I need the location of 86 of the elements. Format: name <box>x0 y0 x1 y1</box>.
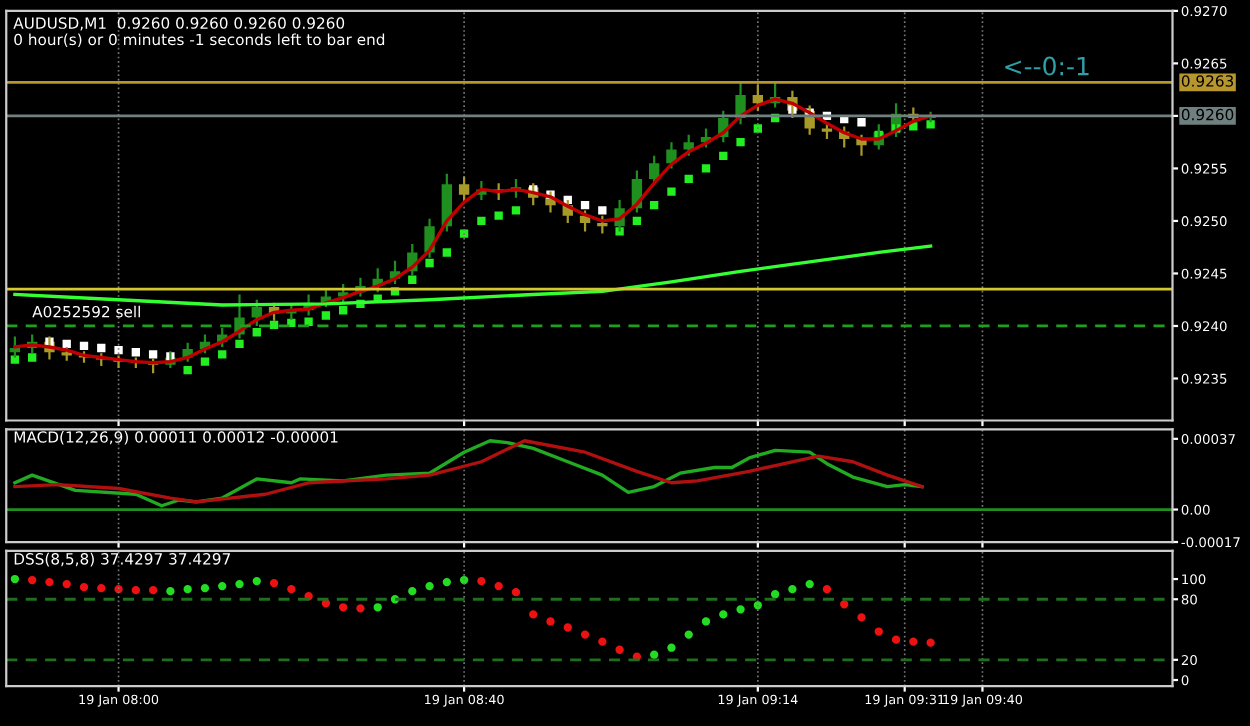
point <box>97 343 106 353</box>
point <box>131 348 140 357</box>
point <box>10 355 20 364</box>
point <box>477 216 486 226</box>
point <box>580 630 590 639</box>
point <box>339 603 348 612</box>
point <box>408 275 417 284</box>
point <box>770 590 780 599</box>
point <box>28 575 37 585</box>
point <box>667 187 676 196</box>
point <box>200 357 210 366</box>
point <box>218 581 227 591</box>
point <box>736 138 745 147</box>
point <box>580 201 590 210</box>
point <box>79 341 89 351</box>
point <box>857 613 866 622</box>
point <box>45 577 54 587</box>
point <box>114 584 123 594</box>
point <box>408 587 417 596</box>
point <box>822 584 832 594</box>
point <box>62 579 71 589</box>
point <box>529 610 538 619</box>
point <box>148 350 158 359</box>
point <box>891 635 901 644</box>
point <box>667 643 676 652</box>
point <box>200 583 210 593</box>
point <box>79 582 89 592</box>
point <box>252 328 261 337</box>
point <box>287 584 296 594</box>
point <box>218 350 227 359</box>
point <box>97 583 106 593</box>
point <box>926 638 935 647</box>
point <box>183 584 192 594</box>
point <box>442 248 451 257</box>
point <box>753 124 762 133</box>
point <box>857 118 866 127</box>
point <box>511 206 521 215</box>
point <box>339 306 348 315</box>
point <box>511 588 521 597</box>
point <box>701 164 711 173</box>
point <box>356 604 365 613</box>
point <box>788 584 797 594</box>
point <box>28 353 37 362</box>
point <box>650 201 659 210</box>
point <box>494 211 503 220</box>
point <box>269 578 279 588</box>
point <box>563 623 572 632</box>
annotation: <--0:-1 <box>1005 56 1089 76</box>
point <box>719 151 728 160</box>
point <box>183 365 192 375</box>
point <box>632 216 642 226</box>
point <box>148 585 158 595</box>
point <box>321 311 331 320</box>
point <box>425 258 434 268</box>
point <box>736 605 745 614</box>
point <box>684 630 693 639</box>
point <box>598 637 607 646</box>
point <box>373 603 382 612</box>
point <box>684 174 693 184</box>
point <box>615 645 624 654</box>
point <box>304 317 313 326</box>
point <box>425 581 434 591</box>
point <box>494 581 503 591</box>
point <box>442 577 451 587</box>
point <box>719 610 728 619</box>
point <box>269 320 279 330</box>
point <box>650 650 659 659</box>
point <box>874 627 883 636</box>
point <box>62 339 71 348</box>
point <box>909 637 918 646</box>
point <box>546 617 555 626</box>
point <box>166 587 175 596</box>
point <box>114 345 123 355</box>
point <box>840 600 849 609</box>
point <box>131 585 140 595</box>
point <box>701 617 711 626</box>
point <box>459 229 469 238</box>
point <box>477 576 486 586</box>
point <box>615 227 624 236</box>
point <box>235 579 244 589</box>
point <box>926 120 935 129</box>
point <box>10 574 20 584</box>
point <box>805 579 814 589</box>
point <box>252 576 261 586</box>
point <box>235 339 244 348</box>
point <box>598 206 607 215</box>
